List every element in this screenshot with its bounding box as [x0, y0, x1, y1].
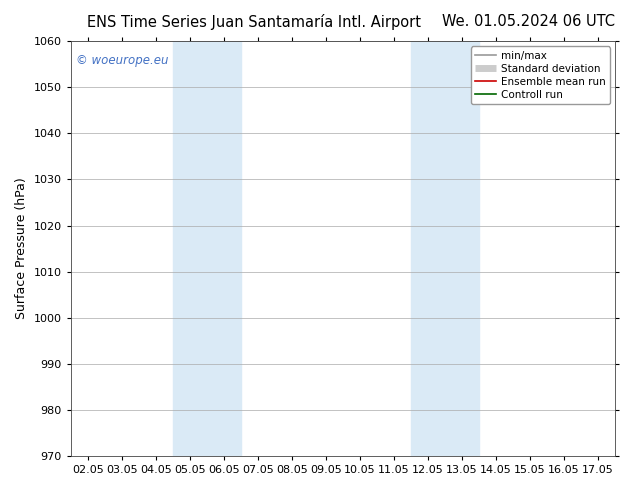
Text: We. 01.05.2024 06 UTC: We. 01.05.2024 06 UTC	[442, 14, 615, 29]
Text: ENS Time Series Juan Santamaría Intl. Airport: ENS Time Series Juan Santamaría Intl. Ai…	[87, 14, 420, 30]
Bar	[411, 41, 479, 456]
Y-axis label: Surface Pressure (hPa): Surface Pressure (hPa)	[15, 178, 28, 319]
Text: © woeurope.eu: © woeurope.eu	[76, 54, 169, 67]
Legend: min/max, Standard deviation, Ensemble mean run, Controll run: min/max, Standard deviation, Ensemble me…	[470, 47, 610, 104]
Bar	[172, 41, 241, 456]
